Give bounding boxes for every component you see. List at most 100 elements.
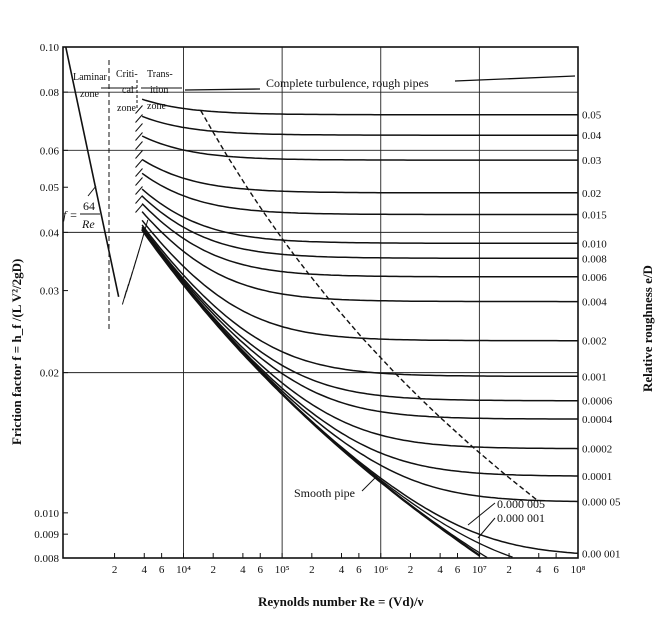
laminar-line <box>64 46 120 297</box>
x-tick-label: 10⁵ <box>275 564 290 576</box>
roughness-label: 0.0006 <box>582 396 613 408</box>
roughness-label: 0.006 <box>582 272 607 284</box>
roughness-curve <box>141 211 578 303</box>
extra-curve-pointers <box>467 502 496 539</box>
smooth-pipe-label: Smooth pipe <box>294 486 355 500</box>
x-tick-label: 4 <box>437 564 443 576</box>
x-tick-label: 2 <box>506 564 512 576</box>
roughness-label: 0.001 <box>582 371 607 383</box>
roughness-label: 0.03 <box>582 155 602 167</box>
roughness-label: 0.004 <box>582 297 607 309</box>
roughness-label: 0.0004 <box>582 414 613 426</box>
x-axis-title: Reynolds number Re = (Vd)/ν <box>258 594 424 609</box>
roughness-label: 0.00 001 <box>582 548 621 560</box>
critical-zone-hatch <box>121 219 149 305</box>
y-axis-title: Friction factor f = h_f /(L V²/2gD) <box>9 259 24 445</box>
x-tick-label: 6 <box>257 564 263 576</box>
roughness-curve <box>141 98 578 116</box>
x-tick-label: 6 <box>455 564 461 576</box>
x-tick-label: 4 <box>240 564 246 576</box>
y-tick-label: 0.02 <box>40 368 59 380</box>
friction-curves <box>64 46 579 559</box>
plot-frame <box>62 46 579 559</box>
svg-text:zone: zone <box>117 103 136 114</box>
turbulence-arrows <box>184 75 576 91</box>
roughness-curve <box>141 195 578 260</box>
roughness-curve <box>141 224 578 378</box>
transition-zone-label: Trans- ition zone <box>147 69 173 112</box>
x-tick-label: 10⁶ <box>373 564 388 576</box>
roughness-label: 0.010 <box>582 238 607 250</box>
y-tick-label: 0.03 <box>40 286 60 298</box>
svg-text:zone: zone <box>147 101 166 112</box>
smooth-pipe-pointer <box>361 475 378 492</box>
roughness-label: 0.05 <box>582 110 602 122</box>
y-tick-label: 0.10 <box>40 42 60 54</box>
roughness-curve <box>141 219 578 342</box>
roughness-label: 0.002 <box>582 336 607 348</box>
roughness-label: 0.0002 <box>582 444 612 456</box>
roughness-curve <box>141 115 578 136</box>
roughness-label: 0.02 <box>582 188 601 200</box>
transition-zone-hatch <box>135 105 143 213</box>
x-tick-label: 4 <box>142 564 148 576</box>
major-grid <box>63 47 578 558</box>
svg-text:Re: Re <box>81 217 95 231</box>
x-tick-label: 6 <box>553 564 559 576</box>
x-axis-ticks: 2 4 6 10⁴ 2 4 6 10⁵ 2 4 6 10⁶ 2 4 6 10⁷ 2 4 6 10⁸ <box>112 553 586 576</box>
x-tick-label: 6 <box>356 564 362 576</box>
svg-text:64: 64 <box>83 199 95 213</box>
x-tick-label: 10⁷ <box>472 564 487 576</box>
roughness-label: 0.04 <box>582 130 602 142</box>
x-tick-label: 2 <box>309 564 315 576</box>
roughness-curve <box>141 228 579 450</box>
roughness-curve <box>141 135 578 161</box>
laminar-formula: f = 64 Re <box>63 185 100 231</box>
y-tick-label: 0.05 <box>40 182 60 194</box>
y-axis-ticks: 0.008 0.009 0.010 0.02 0.03 0.04 0.05 0.06 0.08 0… <box>34 42 68 565</box>
svg-text:zone: zone <box>80 89 99 100</box>
svg-text:Laminar: Laminar <box>73 72 108 83</box>
x-tick-label: 2 <box>112 564 118 576</box>
roughness-curve <box>141 203 578 278</box>
x-tick-label: 10⁸ <box>571 564 586 576</box>
smooth-pipe-curve <box>141 229 481 557</box>
roughness-curve <box>141 158 578 194</box>
turbulence-label: Complete turbulence, rough pipes <box>266 76 429 90</box>
svg-text:ition: ition <box>150 85 168 96</box>
x-tick-label: 4 <box>536 564 542 576</box>
x-tick-label: 4 <box>339 564 345 576</box>
svg-text:f =: f = <box>63 208 77 222</box>
label-e-000005: 0.000 005 <box>497 497 545 511</box>
x-tick-label: 6 <box>159 564 165 576</box>
roughness-curve <box>141 172 578 216</box>
turbulence-boundary <box>200 110 539 502</box>
y2-axis-title: Relative roughness e/D <box>640 265 655 392</box>
roughness-curve <box>141 188 578 245</box>
zone-arrows <box>101 60 182 330</box>
x-tick-label: 2 <box>210 564 216 576</box>
label-e-000001: 0.000 001 <box>497 511 545 525</box>
svg-text:Criti-: Criti- <box>116 69 138 80</box>
y-tick-label: 0.010 <box>34 508 59 520</box>
critical-zone-label: Criti- cal zone <box>116 69 138 114</box>
roughness-curve <box>141 227 578 420</box>
y-tick-label: 0.08 <box>40 87 60 99</box>
y-tick-label: 0.04 <box>40 227 60 239</box>
svg-text:cal: cal <box>122 85 134 96</box>
roughness-label: 0.0001 <box>582 471 612 483</box>
roughness-label: 0.000 05 <box>582 496 621 508</box>
y-tick-label: 0.008 <box>34 553 59 565</box>
y-tick-label: 0.009 <box>34 529 59 541</box>
laminar-zone-label: Laminar zone <box>73 72 108 100</box>
x-tick-label: 10⁴ <box>176 564 191 576</box>
svg-text:Trans-: Trans- <box>147 69 173 80</box>
roughness-curve <box>141 226 578 402</box>
roughness-labels: 0.05 0.04 0.03 0.02 0.015 0.010 0.008 0.006 0.00… <box>582 110 621 561</box>
y-tick-label: 0.06 <box>40 145 60 157</box>
roughness-label: 0.008 <box>582 253 607 265</box>
roughness-label: 0.015 <box>582 210 607 222</box>
x-tick-label: 2 <box>408 564 414 576</box>
